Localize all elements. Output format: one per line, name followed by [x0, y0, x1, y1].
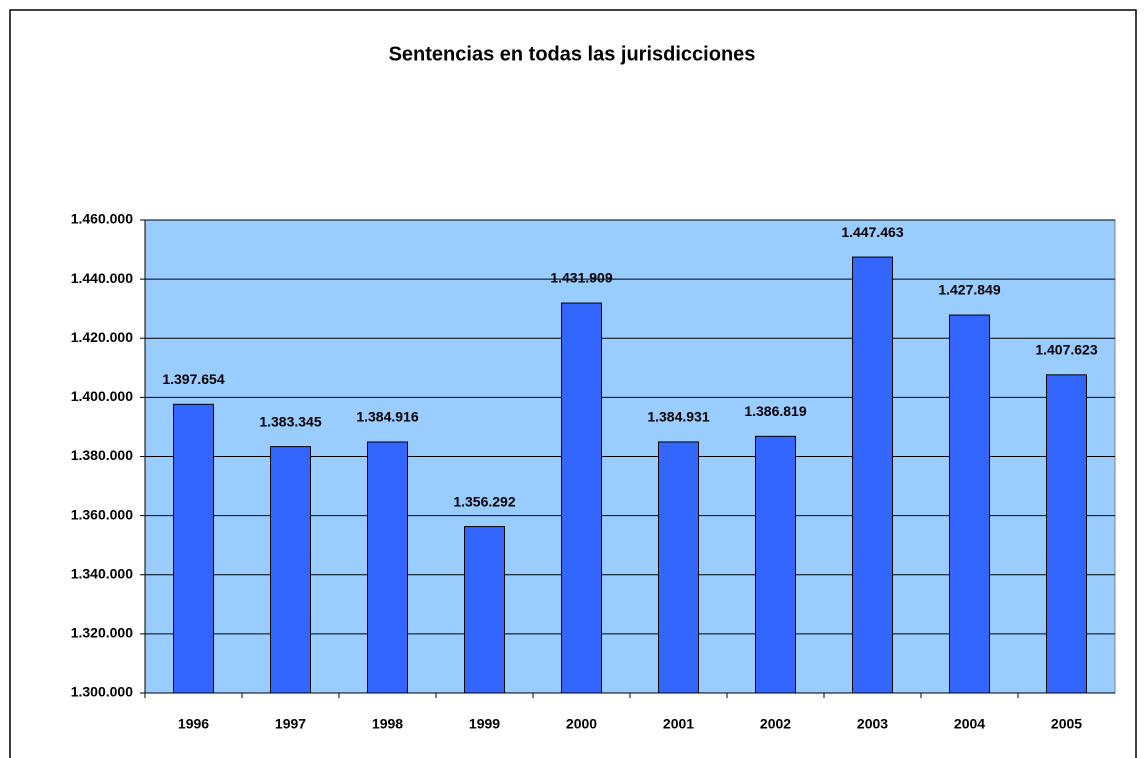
value-label: 1.397.654	[162, 371, 224, 387]
y-tick-label: 1.380.000	[71, 447, 133, 463]
bar	[561, 302, 602, 694]
value-label: 1.386.819	[744, 403, 806, 419]
x-tick-label: 1998	[372, 716, 403, 732]
bar	[173, 403, 214, 694]
value-label: 1.447.463	[841, 224, 903, 240]
x-tick-label: 2000	[566, 716, 597, 732]
y-tick-label: 1.420.000	[71, 329, 133, 345]
value-label: 1.384.931	[647, 409, 709, 425]
x-tick-label: 1997	[275, 716, 306, 732]
bar	[949, 314, 990, 694]
x-tick-label: 1996	[178, 716, 209, 732]
value-label: 1.356.292	[453, 493, 515, 509]
value-label: 1.407.623	[1035, 342, 1097, 358]
x-tick-label: 2002	[760, 716, 791, 732]
chart-title: Sentencias en todas las jurisdicciones	[389, 43, 756, 65]
y-tick-label: 1.400.000	[71, 388, 133, 404]
value-label: 1.431.909	[550, 270, 612, 286]
y-tick-label: 1.460.000	[71, 211, 133, 227]
y-tick-label: 1.340.000	[71, 565, 133, 581]
x-tick-label: 2005	[1051, 716, 1082, 732]
bar	[852, 256, 893, 694]
bar	[658, 441, 699, 694]
value-label: 1.383.345	[259, 413, 321, 429]
bar	[367, 441, 408, 694]
y-tick-label: 1.320.000	[71, 625, 133, 641]
bar	[1046, 374, 1087, 694]
x-tick-label: 2001	[663, 716, 694, 732]
bar	[270, 446, 311, 694]
x-tick-label: 2004	[954, 716, 985, 732]
value-label: 1.427.849	[938, 282, 1000, 298]
y-tick-label: 1.440.000	[71, 270, 133, 286]
x-tick-label: 1999	[469, 716, 500, 732]
value-label: 1.384.916	[356, 409, 418, 425]
y-tick-label: 1.300.000	[71, 684, 133, 700]
y-tick-label: 1.360.000	[71, 506, 133, 522]
bar	[464, 526, 505, 694]
bar	[755, 435, 796, 694]
x-tick-label: 2003	[857, 716, 888, 732]
